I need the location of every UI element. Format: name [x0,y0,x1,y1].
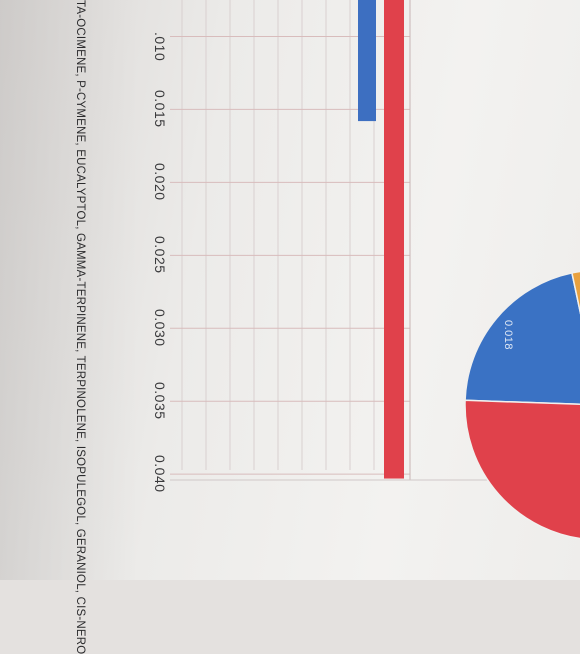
x-tick-label: 0.035 [152,382,168,420]
pie-slice-3 [571,270,580,315]
pie-slice-1 [464,272,580,406]
paper-shadow [0,0,140,580]
x-tick-label: 0.015 [152,90,168,128]
pie-slice-2 [464,399,580,540]
x-tick-label: 0.025 [152,236,168,274]
paper-sheet [0,0,580,580]
x-tick-label: .010 [152,32,168,62]
pie-slice-label: 0.018 [502,320,514,350]
compound-legend-text: TA-OCIMENE, P-CYMENE, EUCALYPTOL, GAMMA-… [74,0,86,654]
bar-series-1 [358,0,376,122]
x-tick-label: 0.020 [152,163,168,201]
x-tick-label: 0.040 [152,455,168,493]
x-tick-label: 0.030 [152,309,168,347]
bar-chart: 0.018 [170,0,580,540]
bar-series-2 [384,0,404,479]
